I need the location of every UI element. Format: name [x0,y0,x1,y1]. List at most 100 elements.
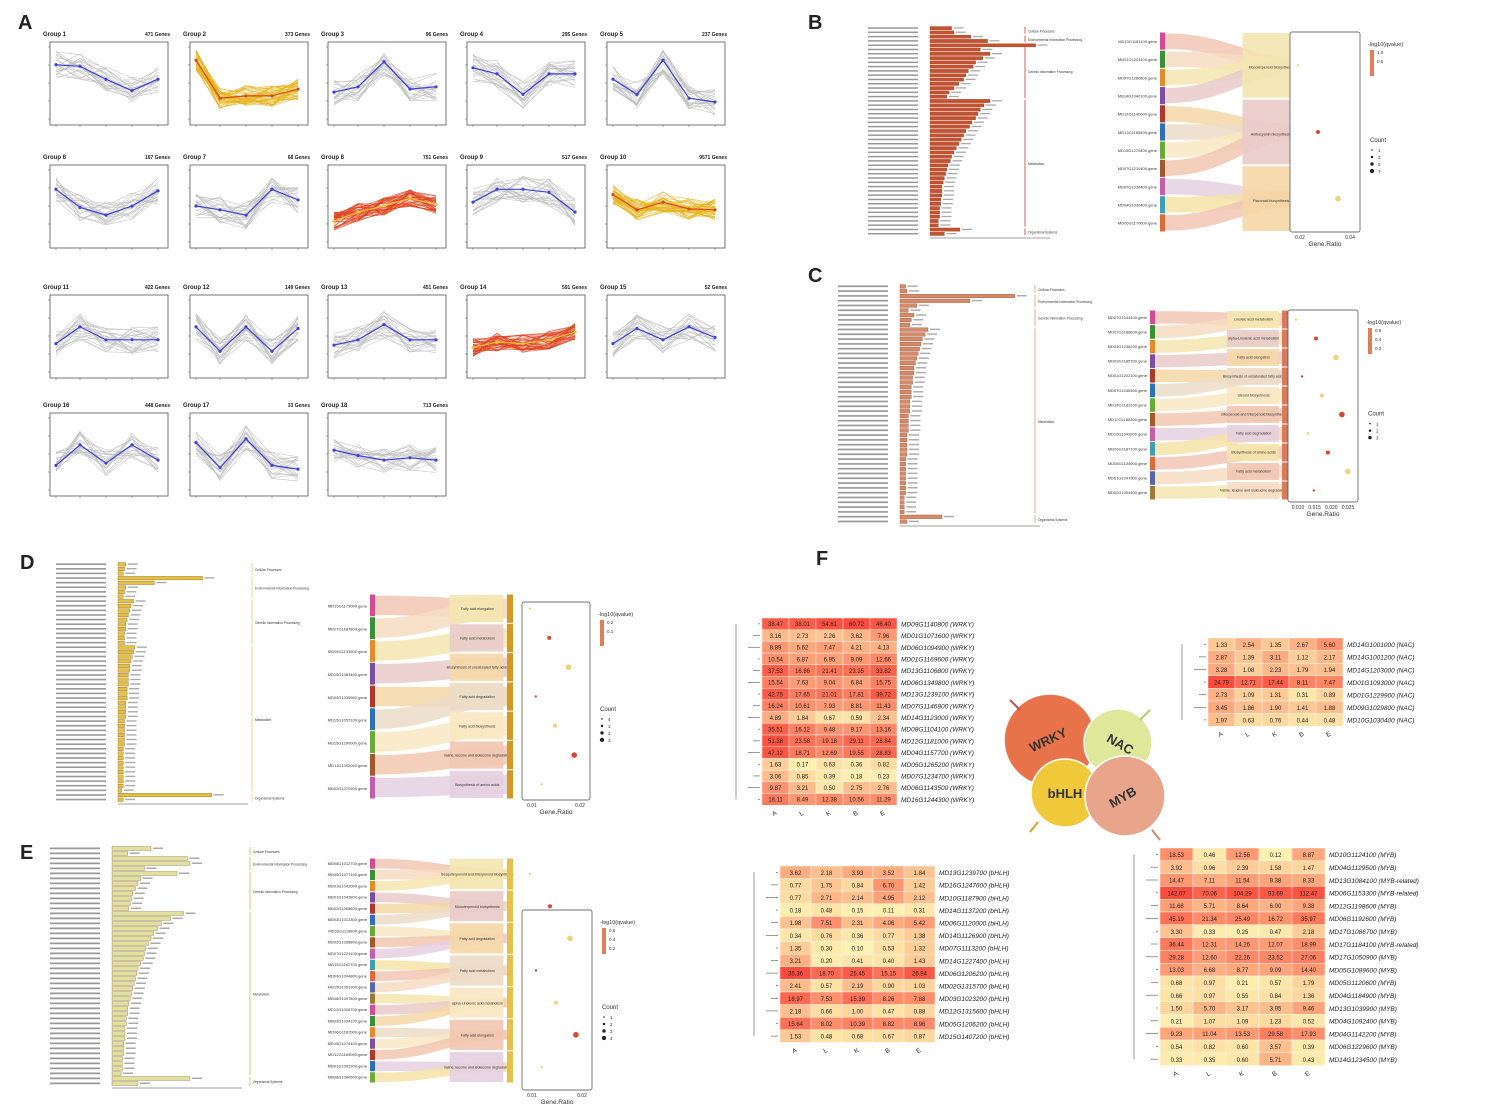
pathway-label-text [50,937,100,940]
heatmap-cell-value: 0.30 [821,946,833,952]
heatmap-cell-value: 1.08 [1243,668,1255,674]
cluster-line-chart [188,294,309,380]
gene-profile-line [472,177,576,216]
gene-node-label: MD04G1030400.gene [1118,203,1158,208]
bar-value-label [946,233,957,235]
pathway-label-text [838,491,888,494]
heatmap-gene-label: MD04G1157700 (WRKY) [901,750,974,757]
heatmap-cell-value: 0.77 [790,896,802,902]
enrichment-bar [929,94,947,99]
pathway-label-text [838,424,888,427]
bar-value-label [942,198,953,200]
plot-frame [466,41,586,126]
gene-profile-line [55,431,159,476]
enrichment-bar [899,510,905,514]
cluster-line-chart [48,41,169,127]
enrichment-bar [899,428,909,433]
mean-point [54,463,58,467]
enrichment-bar [111,846,152,851]
gene-profile-line [612,326,716,353]
bar-value-label [126,724,137,727]
enrichment-bar [111,1026,126,1031]
heatmap-cell-value: 0.76 [821,934,833,940]
pathway-label-text [50,1022,100,1025]
cluster-plot: Group 1 471 Genes [42,32,172,136]
gene-profile-line [612,315,716,355]
pathway-label-text [838,515,888,518]
heatmap-cell-value: 0.50 [824,786,836,792]
heatmap-cell-value: 3.52 [883,871,895,877]
enrichment-bar [111,1071,122,1076]
heatmap-cell [903,1029,936,1043]
gene-node-label: MD15G1290000.gene [328,740,368,745]
heatmap-cell-value: 18.71 [795,751,811,757]
pathway-label-text [868,113,918,115]
bar-value-label [910,429,921,431]
heatmap-cell-value: 2.67 [1297,643,1309,649]
gene-node-label: MD02G1008600.gene [328,906,368,911]
gene-node [1160,87,1165,105]
heatmap-cell-value: 1.31 [1270,693,1282,699]
gene-profile-line [333,443,437,471]
gene-profile-line [55,327,159,353]
heatmap-cell-value: 6.95 [824,657,836,663]
heatmap-cell-value: 21.01 [822,692,838,698]
pathway-label-text [868,220,918,222]
mean-point [78,443,82,447]
pathway-label-text [868,95,918,98]
bar-value-label [982,108,993,110]
heatmap-cell-value: 1.32 [914,946,926,952]
bar-value-label [968,74,978,76]
gene-profile-line [472,189,576,213]
gene-node-label: MD15G1076400.gene [328,1041,368,1046]
enrichment-bar [117,636,125,641]
bar-value-label [128,1017,139,1019]
bar-value-label [989,40,1000,42]
gene-node [370,971,375,982]
pathway-label-text [50,912,100,915]
bar-value-label [124,1062,135,1064]
gene-node [1150,354,1155,368]
heatmap-cell-value: 29.11 [849,739,864,745]
pathway-node [507,711,513,740]
enrichment-bar [111,1041,124,1046]
heatmap-cell-value: 23.58 [795,739,811,745]
category-label: Genetic Information Processing [1028,70,1073,74]
color-legend-tick: 0.4 [609,937,616,942]
bar-value-label [130,678,141,681]
mean-point [296,467,300,471]
heatmap-cell-value: 18.97 [788,997,804,1003]
cluster-gene-count: 9571 Genes [699,155,727,161]
bar-value-label [124,1057,135,1059]
bar-value-label [155,932,166,934]
gene-node [1150,456,1155,471]
pathway-label-text [838,314,888,316]
count-legend-title: Count [600,707,616,713]
count-legend-dot [1369,422,1371,425]
heatmap-cell-value: 16.12 [795,727,811,733]
heatmap-cell-value: 10.56 [849,798,865,804]
pathway-band [449,891,504,922]
heatmap-cell-value: 1.90 [1270,706,1282,712]
pathway-label-text [50,882,100,885]
gene-node-label: MD07G1224100.gene [328,951,368,956]
enrichment-bar [929,184,943,189]
pathway-label-text [868,53,918,55]
gene-profile-line [333,196,437,216]
category-label: Organismal Systems [255,796,285,800]
bar-value-label [131,669,142,671]
pathway-node [507,623,513,653]
gene-node-label: MD07G1188600.gene [1108,329,1148,334]
gene-profile-line [195,425,299,475]
bar-value-label [924,338,935,340]
mean-point [244,325,248,329]
heatmap-cell-value: 1.39 [1243,655,1255,661]
bar-value-label [910,415,921,417]
gene-profile-line [195,448,299,476]
heatmap-cell-value: 2.39 [1237,866,1249,872]
bar-value-label [133,897,144,899]
pathway-node-label: Fatty acid metabolism [460,636,495,640]
mean-point [332,219,336,223]
bar-value-label [956,31,966,33]
gene-node [370,1016,375,1027]
